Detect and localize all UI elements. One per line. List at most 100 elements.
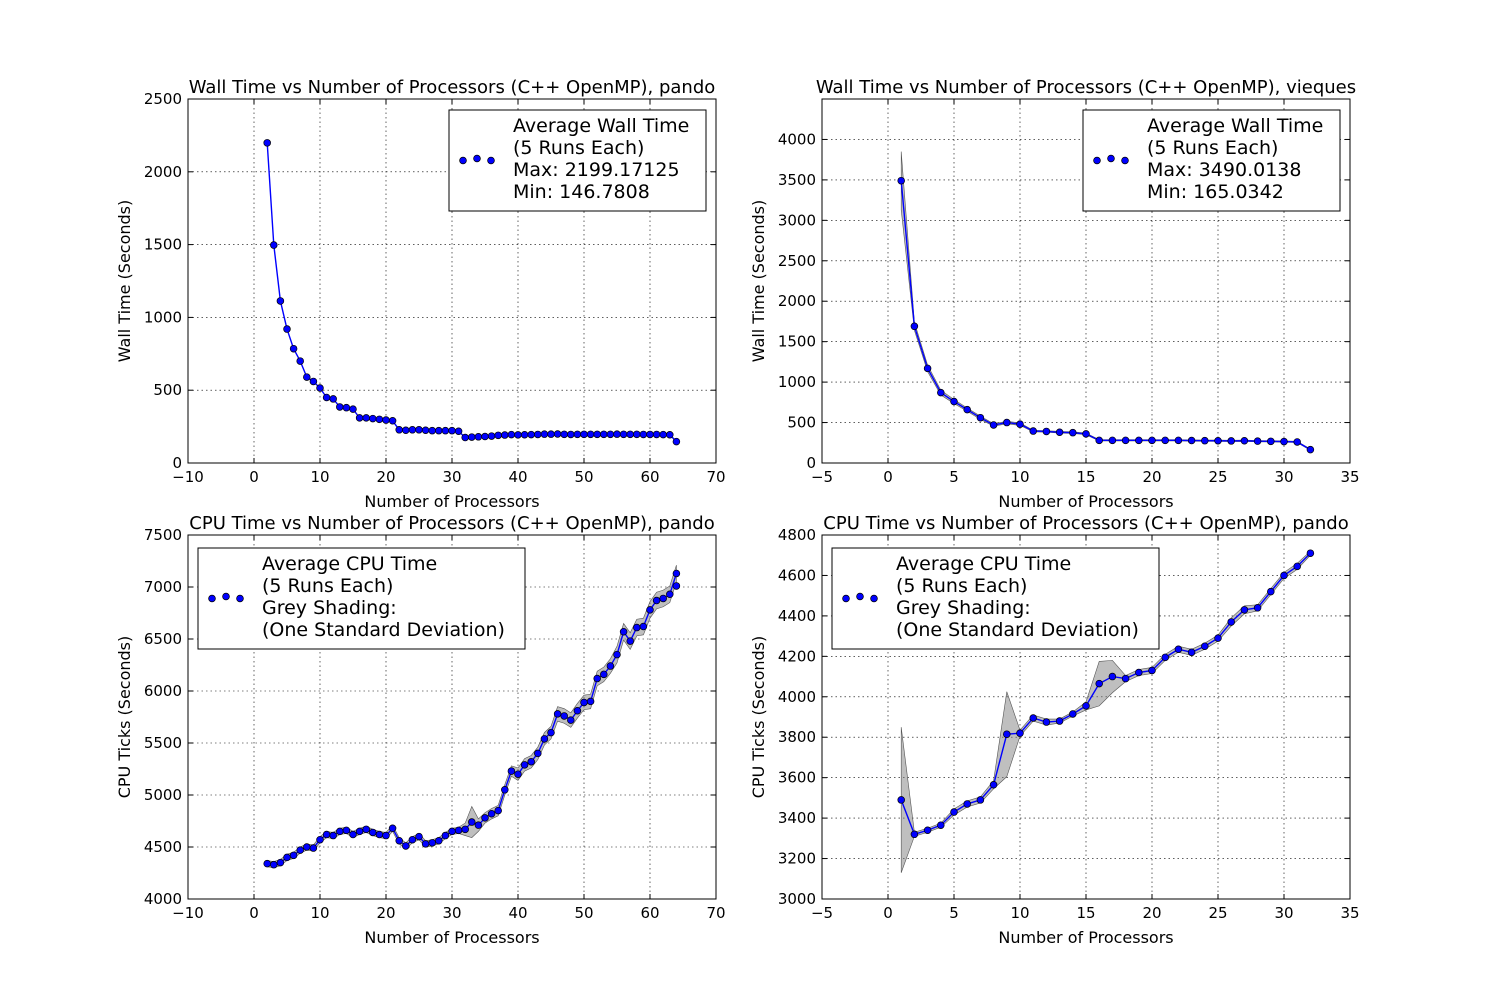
data-point <box>1016 729 1024 737</box>
data-point <box>600 670 608 679</box>
data-point <box>342 826 351 835</box>
chart-panel-4: −5 0 5 10 15 20 25 30 35 3000 3200 3400 3600 3800 4000… <box>749 513 1360 947</box>
data-point <box>369 828 377 837</box>
x-tick-label: 40 <box>508 468 527 486</box>
legend-marker <box>473 154 481 163</box>
x-tick-label: 25 <box>1208 468 1227 486</box>
data-point <box>507 430 516 439</box>
data-point <box>923 364 932 373</box>
data-point <box>672 569 681 578</box>
data-point <box>897 796 905 804</box>
x-tick-label: 0 <box>883 904 893 922</box>
data-point <box>448 426 456 435</box>
data-point <box>487 432 496 440</box>
data-point <box>560 712 568 720</box>
data-point <box>950 397 958 406</box>
data-point <box>1003 418 1011 427</box>
data-point <box>428 839 436 847</box>
data-point <box>613 430 621 438</box>
legend-marker <box>1107 154 1115 163</box>
legend-text: (One Standard Deviation) <box>262 619 505 641</box>
x-tick-label: −10 <box>172 468 204 486</box>
y-tick-label: 2500 <box>778 252 816 270</box>
data-point <box>1082 430 1090 438</box>
data-point <box>963 405 971 414</box>
y-tick-label: 7500 <box>144 526 182 544</box>
chart-title: Wall Time vs Number of Processors (C++ O… <box>189 77 716 98</box>
y-tick-label: 5500 <box>144 734 182 752</box>
y-tick-label: 4600 <box>778 566 816 584</box>
legend-box <box>831 547 1160 650</box>
y-tick-label: 4500 <box>144 838 182 856</box>
legend-text: Min: 165.0342 <box>1147 181 1284 203</box>
legend-text: Average CPU Time <box>896 553 1071 575</box>
data-point <box>1069 710 1077 718</box>
data-point <box>1227 618 1235 626</box>
data-point <box>296 357 304 365</box>
data-point <box>1214 437 1222 445</box>
data-point <box>1240 437 1249 445</box>
legend-marker <box>236 594 244 603</box>
data-point <box>586 430 595 439</box>
legend-marker <box>870 594 878 603</box>
data-point <box>646 430 654 439</box>
data-point <box>1095 679 1103 688</box>
x-tick-label: 40 <box>508 904 527 922</box>
x-tick-label: 0 <box>249 904 259 922</box>
data-point <box>428 426 436 435</box>
x-tick-label: 20 <box>376 468 395 486</box>
y-axis-label: CPU Ticks (Seconds) <box>749 636 768 799</box>
y-tick-label: 5000 <box>144 786 182 804</box>
x-tick-label: −5 <box>811 468 833 486</box>
chart-panel-2: −5 0 5 10 15 20 25 30 35050010001500200025003000… <box>749 77 1360 511</box>
data-point <box>322 830 331 839</box>
y-axis-label: Wall Time (Seconds) <box>749 200 768 363</box>
y-tick-label: 1500 <box>144 236 182 254</box>
data-point <box>355 414 364 422</box>
data-point <box>950 808 958 816</box>
legend-text: (One Standard Deviation) <box>896 619 1139 641</box>
data-point <box>421 426 430 434</box>
y-tick-label: 2500 <box>144 90 182 108</box>
data-point <box>923 826 932 834</box>
data-point <box>296 846 304 854</box>
data-point <box>441 426 450 435</box>
data-point <box>989 421 998 429</box>
data-point <box>276 297 285 305</box>
data-point <box>910 322 919 331</box>
legend-marker <box>208 594 216 603</box>
data-point <box>289 344 298 353</box>
x-tick-label: 30 <box>1274 468 1293 486</box>
data-point <box>652 430 661 439</box>
y-tick-label: 1000 <box>778 373 816 391</box>
data-point <box>613 650 621 659</box>
data-point <box>976 413 985 422</box>
data-point <box>336 827 344 836</box>
x-axis-label: Number of Processors <box>998 928 1173 947</box>
data-point <box>989 780 998 789</box>
data-point <box>303 373 311 381</box>
data-point <box>349 830 357 839</box>
data-point <box>1042 427 1051 436</box>
data-point <box>527 430 535 439</box>
legend-marker <box>856 592 864 601</box>
data-point <box>540 735 549 743</box>
data-point <box>573 430 582 439</box>
data-point <box>553 710 562 718</box>
legend-text: (5 Runs Each) <box>896 575 1027 597</box>
data-point <box>976 796 985 804</box>
data-point <box>534 749 542 758</box>
x-tick-label: 25 <box>1208 904 1227 922</box>
x-tick-label: 70 <box>706 468 725 486</box>
x-tick-label: 35 <box>1340 904 1359 922</box>
data-layer <box>263 565 681 869</box>
data-point <box>1187 436 1196 445</box>
data-point <box>349 405 357 413</box>
x-tick-label: 5 <box>949 904 959 922</box>
x-axis-label: Number of Processors <box>364 492 539 511</box>
data-point <box>1253 437 1262 445</box>
data-point <box>468 818 476 826</box>
data-point <box>408 835 417 844</box>
data-point <box>963 800 971 808</box>
data-point <box>1148 436 1156 445</box>
